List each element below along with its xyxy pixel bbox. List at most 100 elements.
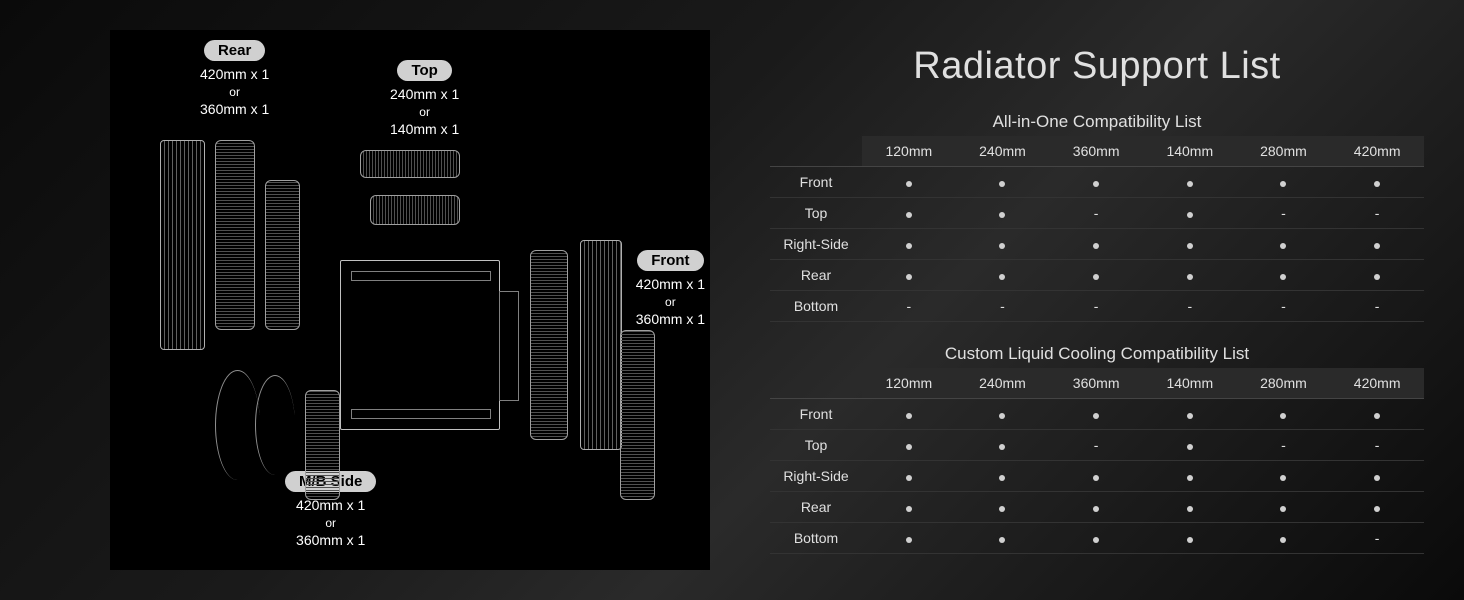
- case-exploded-view: [160, 140, 660, 520]
- custom-row-label: Rear: [770, 492, 862, 523]
- supported-dot: [1187, 274, 1193, 280]
- aio-cell: [956, 167, 1050, 198]
- aio-cell: -: [1237, 291, 1331, 322]
- aio-col-4: 280mm: [1237, 136, 1331, 167]
- custom-cell: [1237, 523, 1331, 554]
- page-title: Radiator Support List: [770, 45, 1424, 88]
- custom-cell: [1237, 461, 1331, 492]
- aio-cell: [1049, 167, 1143, 198]
- custom-col-5: 420mm: [1330, 368, 1424, 399]
- aio-cell: [956, 198, 1050, 229]
- custom-cell: [1049, 461, 1143, 492]
- custom-row-label: Top: [770, 430, 862, 461]
- supported-dot: [906, 212, 912, 218]
- supported-dot: [1187, 212, 1193, 218]
- aio-cell: [956, 229, 1050, 260]
- supported-dot: [1187, 506, 1193, 512]
- supported-dot: [1187, 181, 1193, 187]
- supported-dot: [1093, 506, 1099, 512]
- aio-cell: -: [956, 291, 1050, 322]
- supported-dot: [999, 506, 1005, 512]
- custom-header-empty: [770, 368, 862, 399]
- custom-cell: [1049, 399, 1143, 430]
- supported-dot: [1374, 475, 1380, 481]
- custom-cell: [1330, 399, 1424, 430]
- custom-row-label: Bottom: [770, 523, 862, 554]
- custom-col-1: 240mm: [956, 368, 1050, 399]
- supported-dot: [906, 413, 912, 419]
- aio-cell: -: [1143, 291, 1237, 322]
- custom-row: Bottom -: [770, 523, 1424, 554]
- custom-row: Top---: [770, 430, 1424, 461]
- aio-row-label: Top: [770, 198, 862, 229]
- supported-dot: [1374, 181, 1380, 187]
- supported-dot: [999, 475, 1005, 481]
- supported-dot: [906, 444, 912, 450]
- supported-dot: [1374, 413, 1380, 419]
- specs-rear: 420mm x 1 or 360mm x 1: [200, 65, 269, 119]
- aio-row: Rear: [770, 260, 1424, 291]
- supported-dot: [906, 243, 912, 249]
- custom-cell: [956, 399, 1050, 430]
- aio-header-row: 120mm240mm360mm140mm280mm420mm: [770, 136, 1424, 167]
- custom-col-2: 360mm: [1049, 368, 1143, 399]
- aio-col-2: 360mm: [1049, 136, 1143, 167]
- custom-cell: [1237, 492, 1331, 523]
- aio-cell: -: [1049, 291, 1143, 322]
- supported-dot: [1280, 537, 1286, 543]
- aio-cell: -: [1330, 198, 1424, 229]
- supported-dot: [1374, 243, 1380, 249]
- supported-dot: [999, 274, 1005, 280]
- custom-header-row: 120mm240mm360mm140mm280mm420mm: [770, 368, 1424, 399]
- custom-cell: -: [1330, 523, 1424, 554]
- aio-cell: [1143, 260, 1237, 291]
- aio-cell: [1330, 229, 1424, 260]
- supported-dot: [906, 475, 912, 481]
- supported-dot: [1374, 274, 1380, 280]
- aio-cell: [1237, 229, 1331, 260]
- supported-dot: [906, 274, 912, 280]
- custom-row-label: Front: [770, 399, 862, 430]
- custom-cell: -: [1330, 430, 1424, 461]
- aio-cell: -: [1237, 198, 1331, 229]
- custom-table: 120mm240mm360mm140mm280mm420mm FrontTop -…: [770, 368, 1424, 554]
- supported-dot: [1280, 413, 1286, 419]
- supported-dot: [1093, 413, 1099, 419]
- aio-col-1: 240mm: [956, 136, 1050, 167]
- aio-cell: [1049, 260, 1143, 291]
- tables-panel: Radiator Support List All-in-One Compati…: [710, 0, 1464, 600]
- custom-col-4: 280mm: [1237, 368, 1331, 399]
- custom-cell: [956, 430, 1050, 461]
- custom-cell: [1049, 523, 1143, 554]
- supported-dot: [999, 243, 1005, 249]
- custom-row-label: Right-Side: [770, 461, 862, 492]
- custom-cell: -: [1049, 430, 1143, 461]
- supported-dot: [1093, 243, 1099, 249]
- custom-row: Front: [770, 399, 1424, 430]
- aio-row: Front: [770, 167, 1424, 198]
- supported-dot: [1280, 181, 1286, 187]
- supported-dot: [999, 537, 1005, 543]
- aio-table: 120mm240mm360mm140mm280mm420mm FrontTop -…: [770, 136, 1424, 322]
- custom-cell: [1330, 492, 1424, 523]
- supported-dot: [1093, 181, 1099, 187]
- aio-col-5: 420mm: [1330, 136, 1424, 167]
- aio-row: Right-Side: [770, 229, 1424, 260]
- supported-dot: [999, 413, 1005, 419]
- supported-dot: [1280, 274, 1286, 280]
- aio-cell: [1143, 198, 1237, 229]
- aio-row: Bottom------: [770, 291, 1424, 322]
- aio-cell: -: [1330, 291, 1424, 322]
- aio-cell: [1049, 229, 1143, 260]
- supported-dot: [1187, 475, 1193, 481]
- supported-dot: [906, 181, 912, 187]
- supported-dot: [1187, 413, 1193, 419]
- supported-dot: [1280, 243, 1286, 249]
- supported-dot: [906, 506, 912, 512]
- aio-cell: [1143, 167, 1237, 198]
- supported-dot: [999, 181, 1005, 187]
- custom-col-3: 140mm: [1143, 368, 1237, 399]
- custom-cell: -: [1237, 430, 1331, 461]
- aio-row-label: Right-Side: [770, 229, 862, 260]
- aio-cell: [862, 198, 956, 229]
